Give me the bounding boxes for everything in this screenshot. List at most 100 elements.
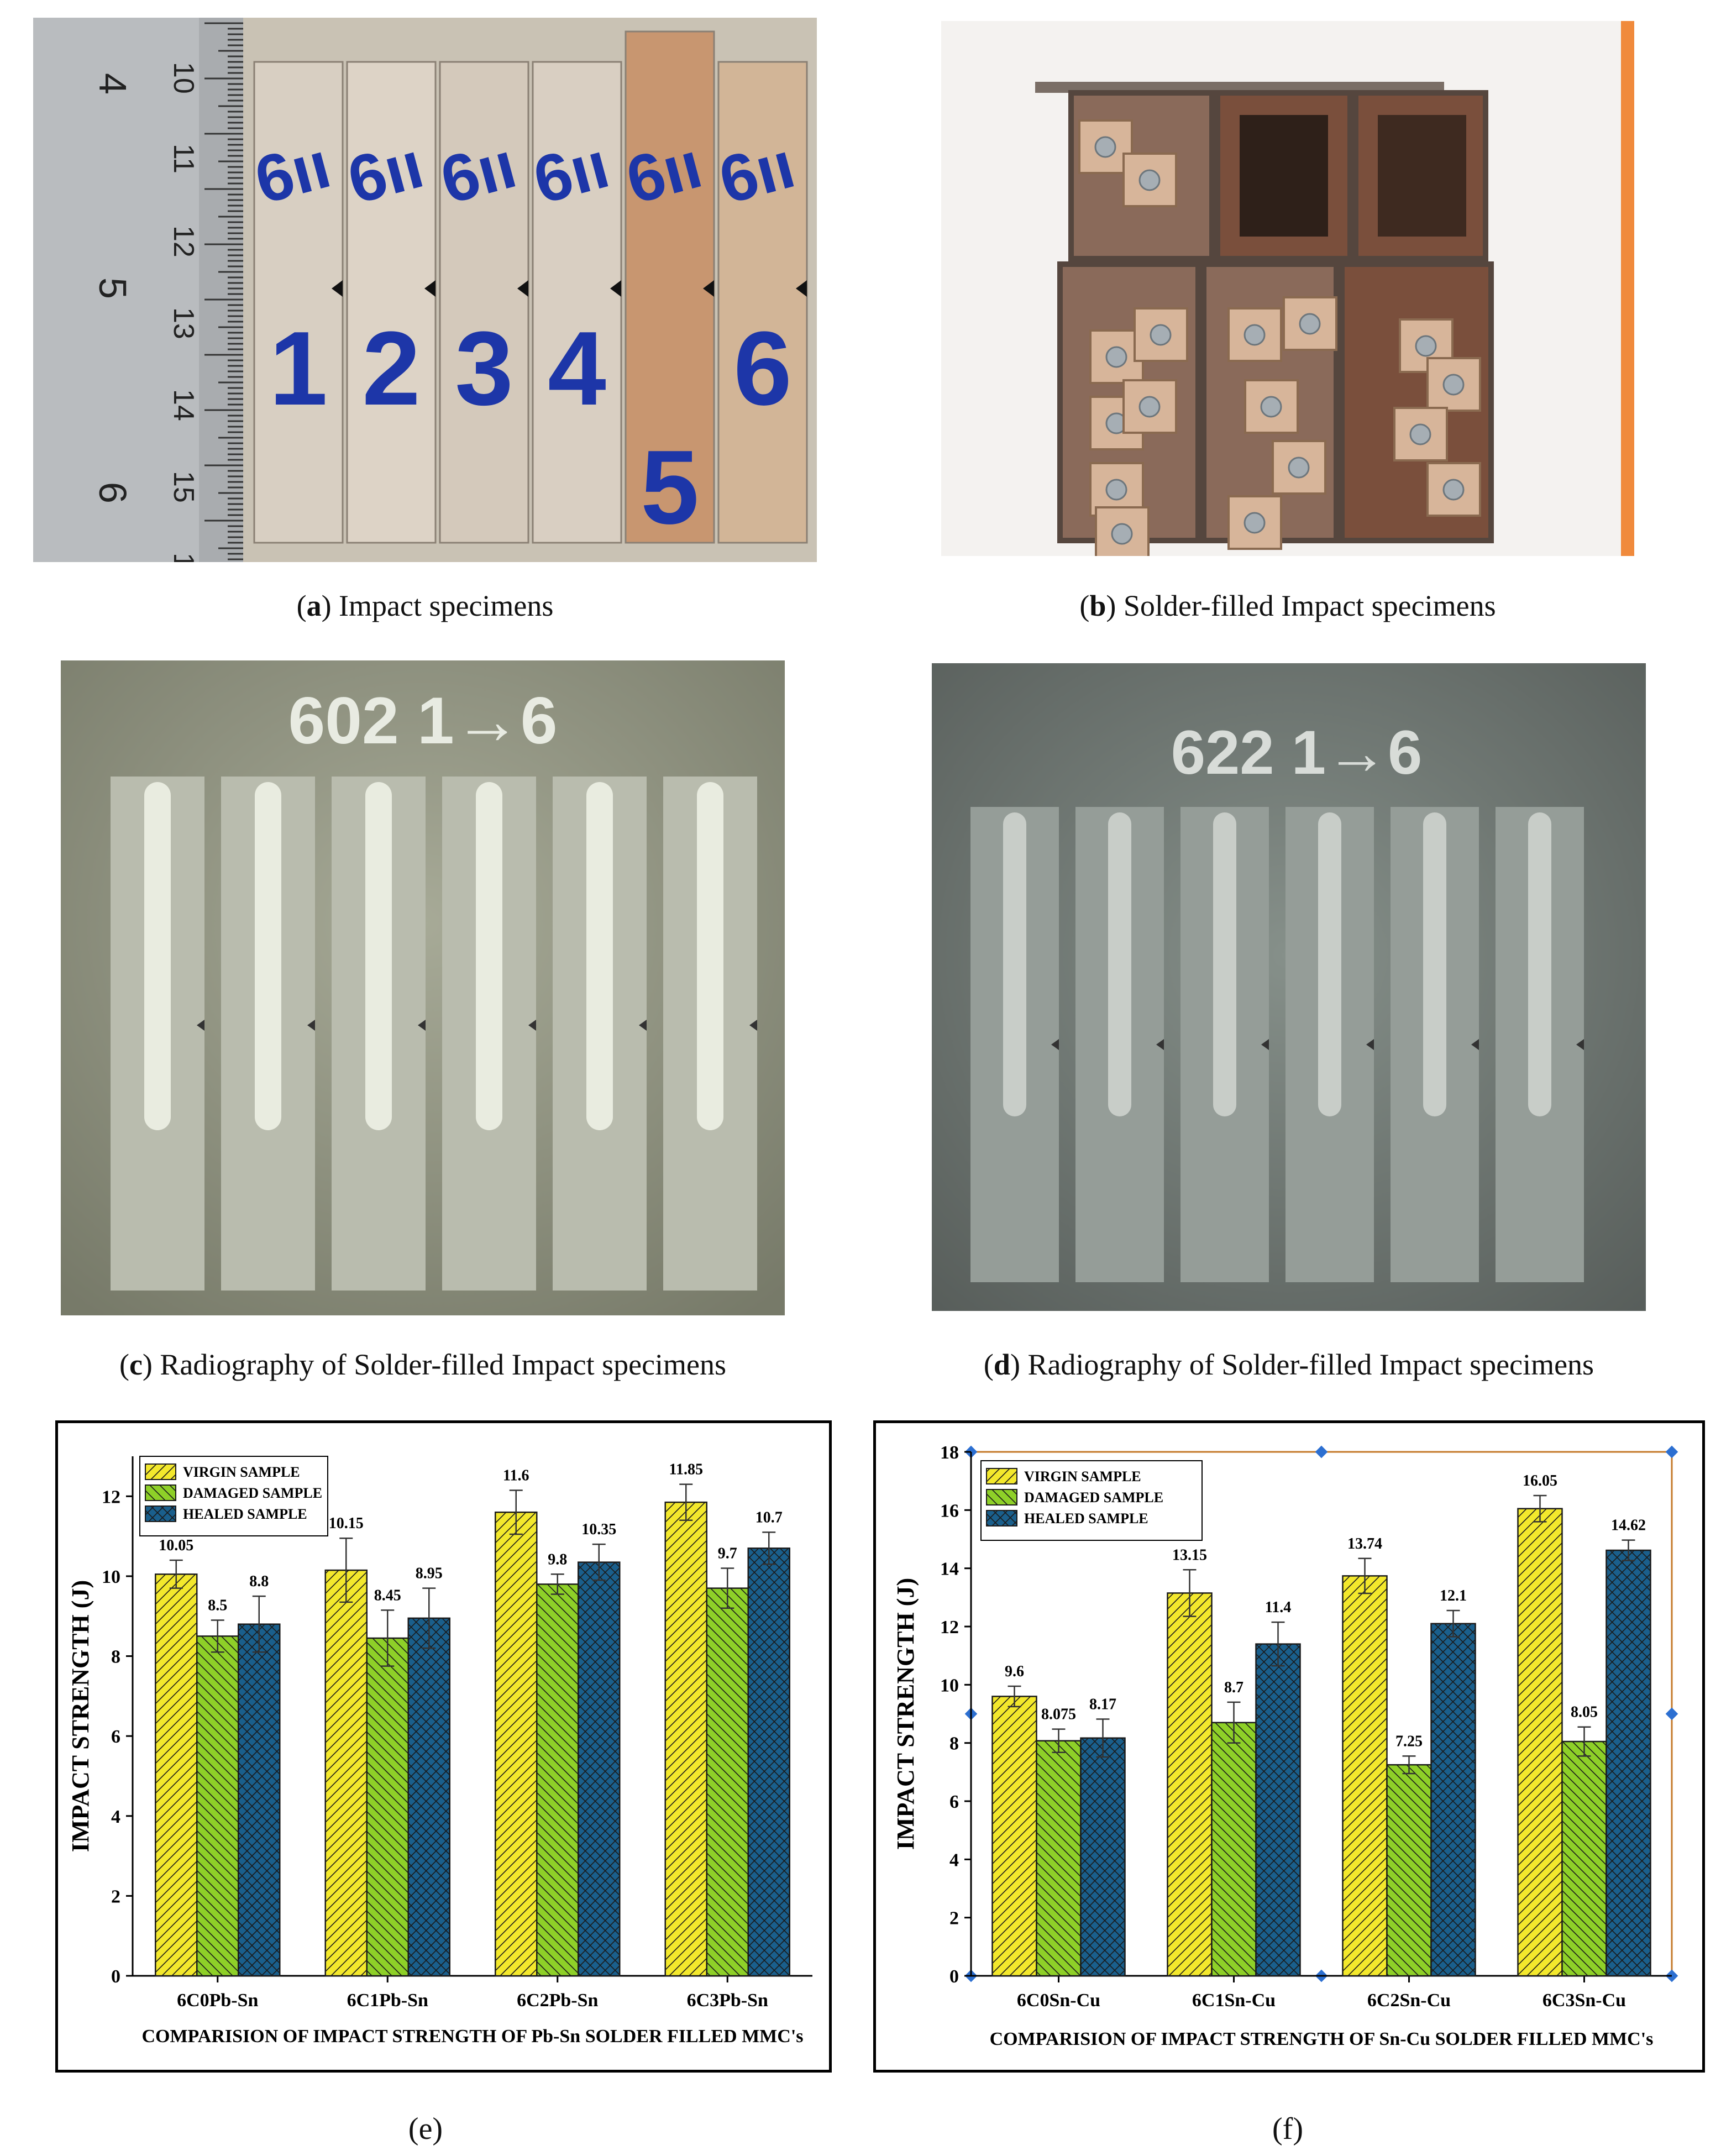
ruler-number: 11	[167, 144, 200, 174]
solder-plug	[1150, 324, 1172, 346]
caption-d: (d) Radiography of Solder-filled Impact …	[983, 1348, 1594, 1381]
y-tick-label: 2	[949, 1908, 959, 1929]
panel-label-e: (e)	[408, 2112, 443, 2146]
solder-plug	[1288, 457, 1310, 479]
y-tick-label: 0	[949, 1966, 959, 1987]
data-label: 8.5	[208, 1597, 227, 1614]
x-tick-label: 6C0Pb-Sn	[177, 1990, 258, 2011]
solder-channel	[365, 782, 392, 1130]
bar	[1386, 1764, 1432, 1977]
y-tick-label: 4	[111, 1807, 120, 1827]
data-label: 13.74	[1347, 1535, 1382, 1552]
impact-specimen	[717, 61, 808, 544]
bar	[1167, 1592, 1213, 1977]
data-label: 11.6	[503, 1467, 529, 1484]
specimen-number: 4	[548, 310, 606, 427]
bar	[1080, 1737, 1126, 1977]
ruler-number: 14	[167, 389, 200, 421]
data-label: 8.8	[249, 1573, 269, 1590]
radiograph-602: 602 1→6	[61, 660, 785, 1315]
solder-plug	[1442, 479, 1465, 501]
y-tick-label: 6	[949, 1792, 959, 1812]
bar	[238, 1623, 281, 1977]
notch-shadow	[528, 1020, 536, 1031]
x-tick-label: 6C1Pb-Sn	[347, 1990, 428, 2011]
y-tick-label: 14	[940, 1559, 959, 1580]
legend	[980, 1460, 1203, 1541]
data-label: 8.7	[1224, 1679, 1243, 1696]
frame-handle	[1315, 1445, 1328, 1459]
notch-shadow	[1261, 1039, 1269, 1050]
solder-channel	[697, 782, 723, 1130]
legend-swatch	[145, 1505, 176, 1522]
specimen-notch	[424, 280, 436, 297]
data-label: 11.4	[1265, 1599, 1291, 1616]
ruler-cm-number: 6	[91, 482, 134, 503]
x-tick-label: 6C0Sn-Cu	[1017, 1990, 1100, 2011]
solder-plug	[1105, 479, 1127, 501]
bar	[747, 1548, 790, 1977]
caption-c: (c) Radiography of Solder-filled Impact …	[119, 1348, 727, 1381]
solder-channel	[1213, 812, 1236, 1116]
chart-sn-cu: 0 2 4 6 8 10 12 14 16 18 IMPACT STRENGTH (J) 6C0Sn-…	[873, 1420, 1705, 2073]
legend-label: HEALED SAMPLE	[1024, 1510, 1148, 1526]
impact-specimen	[253, 61, 344, 544]
legend-label: DAMAGED SAMPLE	[183, 1485, 322, 1501]
data-label: 11.85	[669, 1461, 703, 1478]
notch-shadow	[1156, 1039, 1164, 1050]
ruler-cm-number: 5	[91, 277, 134, 299]
notch-shadow	[1051, 1039, 1059, 1050]
caption-b: (b) Solder-filled Impact specimens	[1079, 589, 1496, 622]
data-label: 8.95	[416, 1565, 443, 1582]
solder-plug	[1105, 346, 1127, 368]
specimen-number: 2	[362, 310, 421, 427]
ruler-number: 13	[167, 307, 200, 339]
solder-plug	[1138, 169, 1161, 191]
impact-specimen	[346, 61, 437, 544]
specimen-number: 6	[733, 310, 792, 427]
solder-plug	[1299, 313, 1321, 335]
y-tick-label: 12	[940, 1617, 959, 1638]
bar	[1430, 1623, 1476, 1977]
y-tick-label: 6	[111, 1727, 120, 1747]
data-label: 16.05	[1523, 1472, 1557, 1489]
legend-swatch	[986, 1468, 1017, 1484]
solder-plug	[1111, 523, 1133, 545]
data-label: 8.075	[1041, 1706, 1076, 1723]
specimen-notch	[517, 280, 528, 297]
solder-channel	[1003, 812, 1026, 1116]
legend-label: HEALED SAMPLE	[183, 1506, 307, 1522]
bar	[196, 1635, 239, 1977]
solder-channel	[1318, 812, 1341, 1116]
bar	[664, 1501, 707, 1977]
solder-channel	[1108, 812, 1131, 1116]
ruler-cm-number: 4	[91, 73, 134, 95]
legend-swatch	[986, 1489, 1017, 1505]
impact-specimen	[439, 61, 529, 544]
bar	[1255, 1643, 1301, 1977]
y-tick-label: 0	[111, 1966, 120, 1987]
data-label: 8.45	[374, 1587, 401, 1604]
specimen-number: 3	[455, 310, 513, 427]
photo-solder-filled-specimens	[941, 21, 1634, 556]
ruler-number: 12	[167, 225, 200, 258]
solder-channel	[255, 782, 281, 1130]
bar	[1036, 1740, 1082, 1977]
solder-plug	[1243, 324, 1266, 346]
solder-plug	[1094, 136, 1116, 158]
data-label: 10.7	[755, 1509, 783, 1526]
data-label: 8.05	[1571, 1704, 1598, 1721]
legend-label: VIRGIN SAMPLE	[1024, 1468, 1141, 1484]
data-label: 10.15	[329, 1515, 364, 1532]
x-tick-label: 6C2Pb-Sn	[517, 1990, 598, 2011]
ruler-number: 15	[167, 471, 200, 503]
x-tick-label: 6C3Pb-Sn	[687, 1990, 768, 2011]
ruler-number: 10	[167, 62, 200, 94]
y-tick-label: 10	[102, 1567, 120, 1587]
notch-shadow	[418, 1020, 426, 1031]
solder-plug	[1260, 396, 1282, 418]
solder-plug	[1442, 374, 1465, 396]
bar	[991, 1696, 1037, 1977]
y-tick-label: 2	[111, 1886, 120, 1907]
radiograph-stamp-602: 602 1→6	[288, 684, 557, 758]
